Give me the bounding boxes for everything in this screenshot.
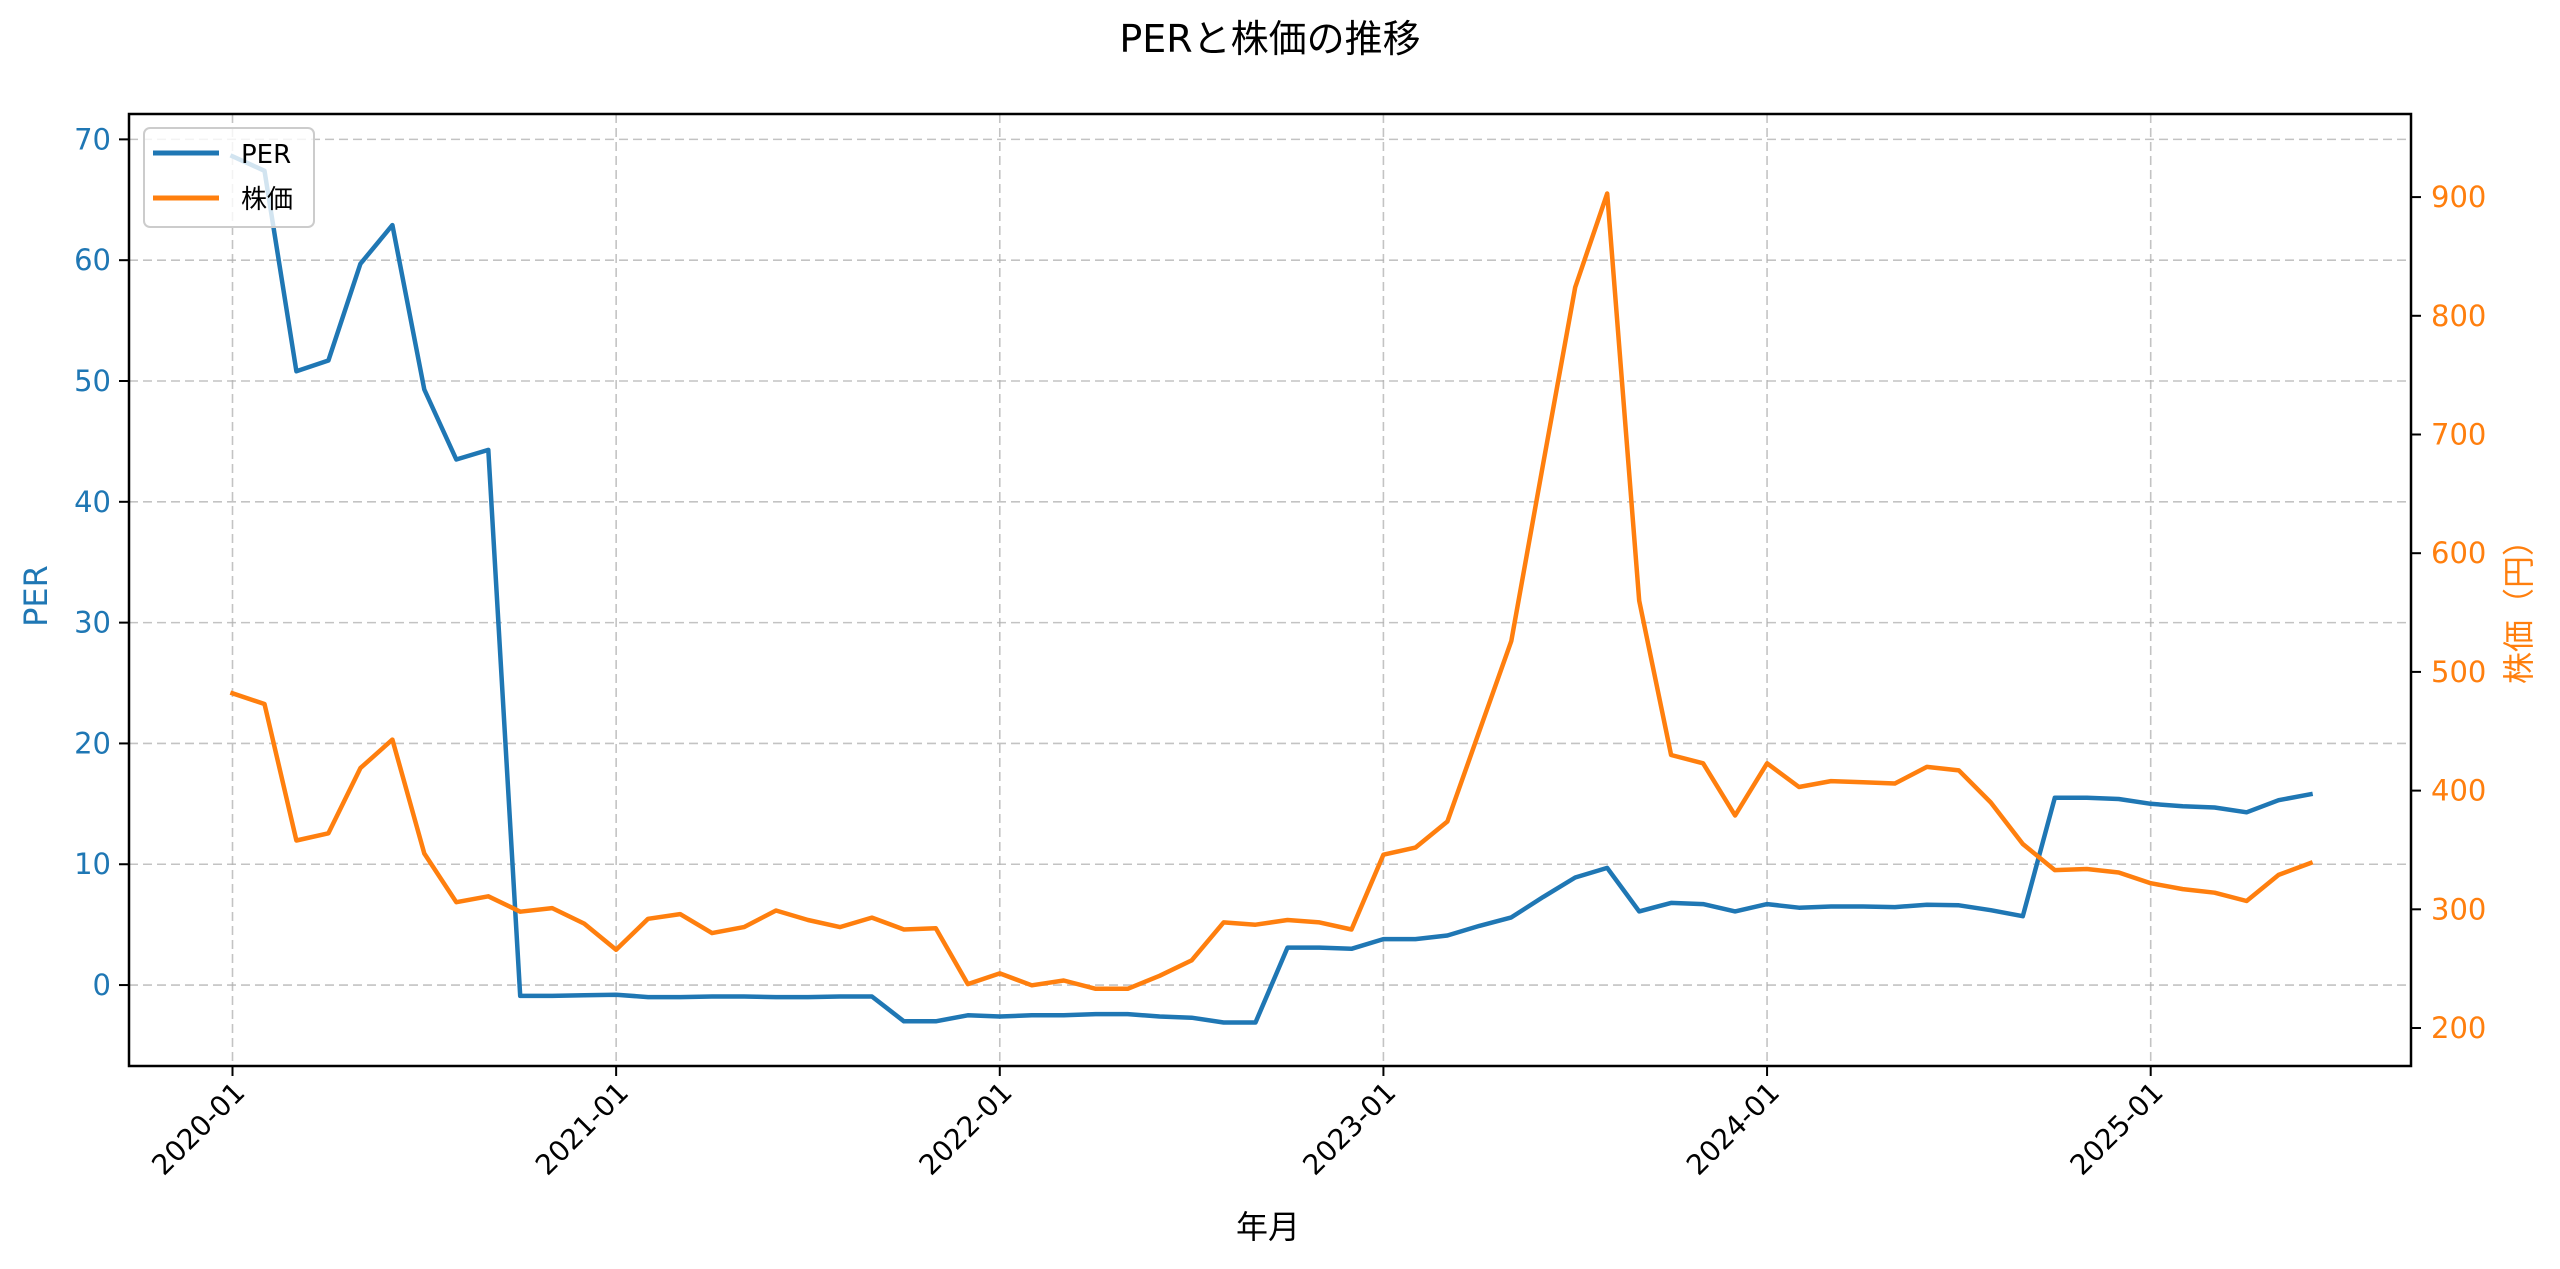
x-axis-label: 年月: [1236, 1208, 1300, 1246]
per-line: [229, 153, 2314, 1025]
left-tick-label: 50: [74, 364, 111, 398]
plot-area-frame: [127, 112, 2413, 1068]
right-tick-label: 200: [2431, 1011, 2486, 1045]
left-tick-label: 30: [74, 606, 111, 640]
left-y-axis: 0 10 20 30 40 50 60 70: [74, 122, 129, 1002]
x-tick-label: 2022-01: [913, 1076, 1019, 1182]
plot-series: [229, 153, 2314, 1025]
x-axis: 2020-01 2021-01 2022-01 2023-01 2024-01 2025-…: [145, 1066, 2170, 1182]
right-axis-label: 株価（円）: [2500, 524, 2538, 684]
chart-title: PERと株価の推移: [1119, 17, 1420, 61]
right-tick-label: 800: [2431, 299, 2486, 333]
left-axis-label: PER: [17, 565, 55, 627]
x-tick-label: 2023-01: [1296, 1076, 1402, 1182]
left-tick-label: 60: [74, 243, 111, 277]
right-tick-label: 600: [2431, 536, 2486, 570]
grid-lines: [129, 114, 2411, 1066]
right-tick-label: 900: [2431, 180, 2486, 214]
x-tick-label: 2021-01: [529, 1076, 635, 1182]
right-tick-label: 500: [2431, 655, 2486, 689]
x-tick-label: 2020-01: [145, 1076, 251, 1182]
legend-per-label: PER: [241, 140, 291, 170]
left-tick-label: 70: [74, 122, 111, 156]
price-line: [229, 191, 2314, 992]
right-tick-label: 300: [2431, 892, 2486, 926]
left-tick-label: 0: [93, 968, 111, 1002]
left-tick-label: 10: [74, 847, 111, 881]
right-tick-label: 400: [2431, 774, 2486, 808]
left-tick-label: 20: [74, 726, 111, 760]
x-tick-label: 2024-01: [1680, 1076, 1786, 1182]
legend-price-label: 株価: [241, 185, 293, 215]
x-tick-label: 2025-01: [2064, 1076, 2170, 1182]
right-y-axis: 200 300 400 500 600 700 800 900: [2411, 180, 2486, 1045]
right-tick-label: 700: [2431, 417, 2486, 451]
legend: PER 株価: [143, 127, 315, 228]
left-tick-label: 40: [74, 485, 111, 519]
